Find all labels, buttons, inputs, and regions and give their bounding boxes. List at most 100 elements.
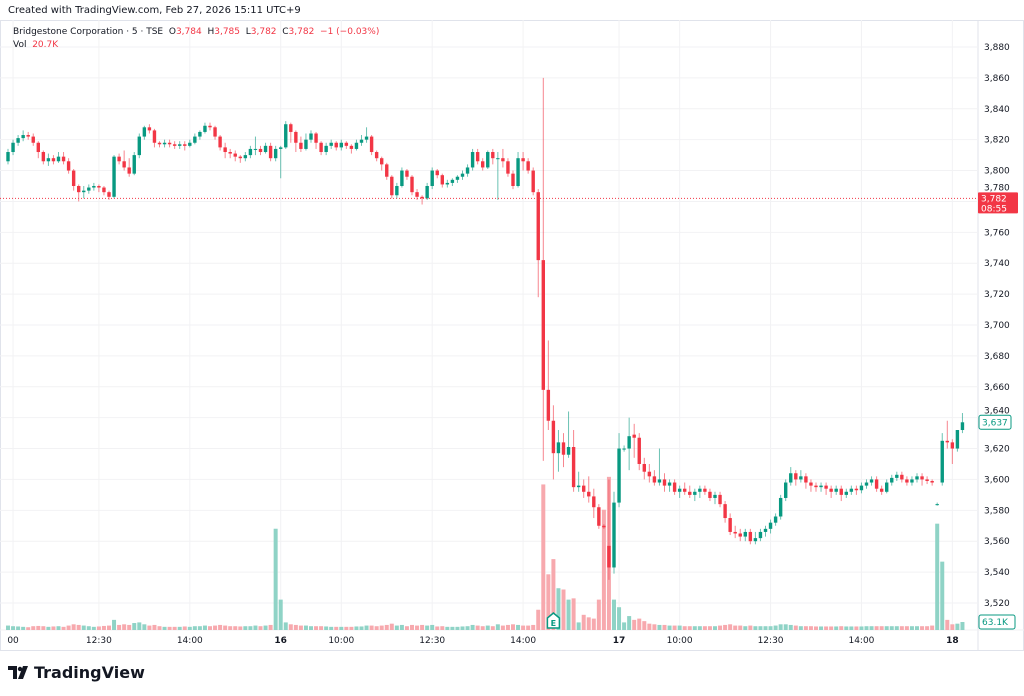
candle-body[interactable]: [592, 496, 596, 508]
candle-body[interactable]: [925, 479, 929, 481]
candle-body[interactable]: [814, 485, 818, 488]
candle-body[interactable]: [233, 153, 237, 157]
candle-body[interactable]: [319, 142, 323, 153]
candle-body[interactable]: [364, 136, 369, 140]
candle-body[interactable]: [748, 531, 753, 542]
candle-body[interactable]: [905, 479, 909, 483]
candle-body[interactable]: [935, 504, 939, 506]
candle-body[interactable]: [885, 482, 889, 492]
candle-body[interactable]: [561, 442, 566, 455]
candle-body[interactable]: [395, 185, 399, 196]
candle-body[interactable]: [107, 192, 111, 197]
candle-body[interactable]: [430, 170, 434, 186]
candle-body[interactable]: [147, 127, 152, 131]
candle-body[interactable]: [834, 488, 838, 492]
candle-body[interactable]: [587, 491, 591, 497]
candle-body[interactable]: [743, 531, 747, 537]
candle-body[interactable]: [874, 479, 879, 489]
candle-body[interactable]: [137, 136, 141, 156]
candle-body[interactable]: [6, 152, 10, 162]
candle-body[interactable]: [809, 482, 813, 486]
candle-body[interactable]: [425, 185, 429, 199]
candle-body[interactable]: [31, 136, 35, 143]
candle-body[interactable]: [132, 155, 136, 174]
candle-body[interactable]: [576, 485, 581, 488]
candle-body[interactable]: [824, 485, 828, 489]
candle-body[interactable]: [571, 446, 576, 488]
candle-body[interactable]: [642, 463, 646, 472]
candle-body[interactable]: [723, 504, 727, 519]
candle-body[interactable]: [794, 473, 798, 480]
candle-body[interactable]: [930, 480, 934, 483]
candle-body[interactable]: [551, 420, 556, 454]
candle-body[interactable]: [804, 476, 808, 483]
candle-body[interactable]: [703, 488, 707, 492]
candle-body[interactable]: [87, 187, 91, 191]
candle-body[interactable]: [839, 488, 843, 495]
candle-body[interactable]: [582, 485, 586, 492]
candle-body[interactable]: [299, 142, 303, 149]
candle-body[interactable]: [71, 170, 76, 186]
candle-body[interactable]: [122, 161, 126, 168]
candle-body[interactable]: [496, 158, 500, 160]
candle-body[interactable]: [612, 502, 616, 568]
candle-body[interactable]: [56, 156, 61, 162]
candle-body[interactable]: [228, 152, 232, 154]
candle-body[interactable]: [607, 545, 611, 568]
candle-body[interactable]: [263, 145, 268, 153]
candle-body[interactable]: [112, 156, 116, 197]
candle-body[interactable]: [167, 142, 172, 145]
candle-body[interactable]: [455, 176, 460, 180]
candle-body[interactable]: [334, 142, 338, 148]
candle-body[interactable]: [486, 152, 490, 168]
candle-body[interactable]: [900, 474, 904, 480]
candle-body[interactable]: [208, 125, 212, 128]
candle-body[interactable]: [617, 448, 621, 503]
candle-body[interactable]: [385, 164, 389, 177]
candle-body[interactable]: [61, 156, 66, 162]
candle-body[interactable]: [223, 147, 227, 153]
candle-body[interactable]: [879, 488, 884, 492]
candle-body[interactable]: [46, 158, 51, 162]
candle-body[interactable]: [41, 152, 46, 162]
candle-body[interactable]: [693, 491, 697, 495]
candle-body[interactable]: [369, 136, 374, 153]
candle-body[interactable]: [622, 448, 626, 450]
candle-body[interactable]: [819, 485, 823, 488]
candle-body[interactable]: [799, 476, 803, 480]
candle-body[interactable]: [248, 148, 253, 156]
candle-body[interactable]: [329, 142, 333, 146]
candle-body[interactable]: [289, 124, 293, 132]
candle-body[interactable]: [152, 130, 157, 143]
candle-body[interactable]: [243, 155, 248, 159]
candle-body[interactable]: [344, 142, 349, 146]
candle-body[interactable]: [728, 518, 732, 532]
candle-body[interactable]: [36, 142, 40, 153]
tradingview-logo[interactable]: TradingView: [8, 663, 145, 682]
candle-body[interactable]: [531, 170, 535, 193]
candle-body[interactable]: [683, 488, 687, 492]
candle-body[interactable]: [309, 133, 313, 140]
candle-body[interactable]: [203, 125, 207, 132]
candle-body[interactable]: [127, 167, 131, 174]
candle-body[interactable]: [193, 136, 197, 143]
candle-body[interactable]: [920, 476, 924, 480]
candle-body[interactable]: [652, 476, 657, 483]
candle-body[interactable]: [955, 430, 960, 449]
candle-body[interactable]: [178, 144, 182, 146]
candle-body[interactable]: [667, 482, 672, 486]
candle-body[interactable]: [117, 156, 121, 162]
candle-body[interactable]: [501, 158, 505, 162]
candle-body[interactable]: [718, 494, 722, 505]
candle-body[interactable]: [849, 488, 854, 492]
candle-body[interactable]: [11, 142, 15, 153]
candle-body[interactable]: [66, 161, 71, 171]
candle-body[interactable]: [778, 497, 783, 517]
candle-body[interactable]: [172, 144, 177, 146]
symbol-title[interactable]: Bridgestone Corporation · 5 · TSE: [13, 27, 164, 37]
candle-body[interactable]: [26, 135, 30, 137]
candle-body[interactable]: [546, 389, 551, 421]
candle-body[interactable]: [960, 422, 965, 431]
candle-body[interactable]: [349, 145, 354, 149]
candle-body[interactable]: [708, 491, 712, 498]
